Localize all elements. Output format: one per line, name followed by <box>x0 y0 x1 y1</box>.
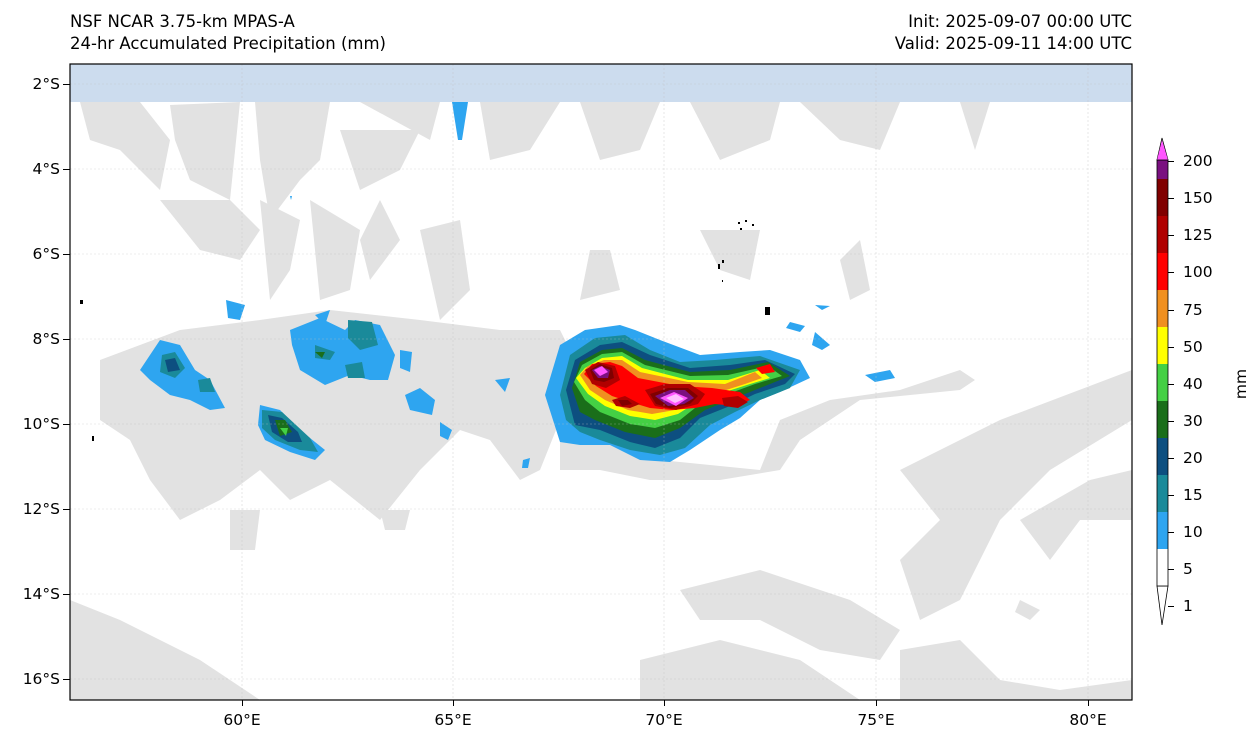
lat-tick <box>63 424 70 425</box>
model-title: NSF NCAR 3.75-km MPAS-A <box>70 12 295 31</box>
colorbar-tick <box>1168 569 1174 570</box>
lon-tick <box>453 700 454 706</box>
title-left: NSF NCAR 3.75-km MPAS-A 24-hr Accumulate… <box>70 11 386 55</box>
colorbar-swatch-40-50 <box>1157 327 1168 364</box>
colorbar-label-20: 20 <box>1183 449 1203 467</box>
colorbar-tick <box>1168 272 1174 273</box>
colorbar <box>1156 137 1169 626</box>
title-right: Init: 2025-09-07 00:00 UTC Valid: 2025-0… <box>895 11 1132 55</box>
lon-label-75e: 75°E <box>857 711 895 729</box>
lat-tick <box>63 339 70 340</box>
lon-tick <box>242 700 243 706</box>
colorbar-label-15: 15 <box>1183 486 1203 504</box>
colorbar-swatch-15-20 <box>1157 438 1168 475</box>
lat-label-14s: 14°S <box>22 585 60 603</box>
colorbar-swatch-150-200 <box>1157 160 1168 179</box>
lon-tick <box>664 700 665 706</box>
colorbar-tick <box>1168 198 1174 199</box>
lat-tick <box>63 594 70 595</box>
colorbar-swatch-125-150 <box>1157 179 1168 216</box>
map-frame <box>69 63 1133 701</box>
lat-label-2s: 2°S <box>32 75 60 93</box>
colorbar-swatch-1-5 <box>1157 549 1168 586</box>
colorbar-label-100: 100 <box>1183 263 1213 281</box>
colorbar-tick <box>1168 310 1174 311</box>
colorbar-frame <box>1156 159 1169 587</box>
lon-tick <box>1088 700 1089 706</box>
colorbar-label-150: 150 <box>1183 189 1213 207</box>
lat-label-6s: 6°S <box>32 245 60 263</box>
colorbar-swatch-over-200 <box>1157 140 1168 160</box>
colorbar-tick <box>1168 235 1174 236</box>
islands <box>80 220 770 441</box>
light-precip-band <box>70 64 1132 102</box>
colorbar-tick <box>1168 495 1174 496</box>
colorbar-label-200: 200 <box>1183 152 1213 170</box>
lat-label-12s: 12°S <box>22 500 60 518</box>
lat-label-16s: 16°S <box>22 670 60 688</box>
colorbar-swatch-50-75 <box>1157 290 1168 327</box>
colorbar-label-10: 10 <box>1183 523 1203 541</box>
gridlines <box>70 64 1132 700</box>
init-time: Init: 2025-09-07 00:00 UTC <box>908 12 1132 31</box>
colorbar-label-125: 125 <box>1183 226 1213 244</box>
lat-label-10s: 10°S <box>22 415 60 433</box>
lat-tick <box>63 254 70 255</box>
colorbar-label-40: 40 <box>1183 375 1203 393</box>
light-precip-areas <box>70 102 1132 700</box>
lat-tick <box>63 169 70 170</box>
valid-time: Valid: 2025-09-11 14:00 UTC <box>894 34 1132 53</box>
colorbar-swatch-20-30 <box>1157 401 1168 438</box>
colorbar-swatch-5-10 <box>1157 512 1168 549</box>
colorbar-label-75: 75 <box>1183 301 1203 319</box>
colorbar-tick <box>1168 532 1174 533</box>
colorbar-label-1: 1 <box>1183 597 1193 615</box>
lat-tick <box>63 84 70 85</box>
colorbar-swatch-75-100 <box>1157 253 1168 290</box>
colorbar-tick <box>1168 606 1174 607</box>
colorbar-tick <box>1168 161 1174 162</box>
precip-peak <box>666 394 684 403</box>
colorbar-label-50: 50 <box>1183 338 1203 356</box>
colorbar-swatch-100-125 <box>1157 216 1168 253</box>
colorbar-min-extend <box>1156 585 1169 626</box>
lat-label-8s: 8°S <box>32 330 60 348</box>
colorbar-swatch-30-40 <box>1157 364 1168 401</box>
colorbar-swatch-10-15 <box>1157 475 1168 512</box>
lon-label-65e: 65°E <box>434 711 472 729</box>
colorbar-unit: mm <box>1232 368 1251 400</box>
colorbar-label-30: 30 <box>1183 412 1203 430</box>
lon-label-80e: 80°E <box>1069 711 1107 729</box>
lat-tick <box>63 509 70 510</box>
colorbar-tick <box>1168 458 1174 459</box>
field-title: 24-hr Accumulated Precipitation (mm) <box>70 34 386 53</box>
lon-label-70e: 70°E <box>645 711 683 729</box>
colorbar-label-5: 5 <box>1183 560 1193 578</box>
map-area <box>70 64 1132 700</box>
lat-tick <box>63 679 70 680</box>
colorbar-tick <box>1168 384 1174 385</box>
colorbar-tick <box>1168 421 1174 422</box>
lon-tick <box>876 700 877 706</box>
lat-label-4s: 4°S <box>32 160 60 178</box>
lon-label-60e: 60°E <box>223 711 261 729</box>
colorbar-tick <box>1168 347 1174 348</box>
